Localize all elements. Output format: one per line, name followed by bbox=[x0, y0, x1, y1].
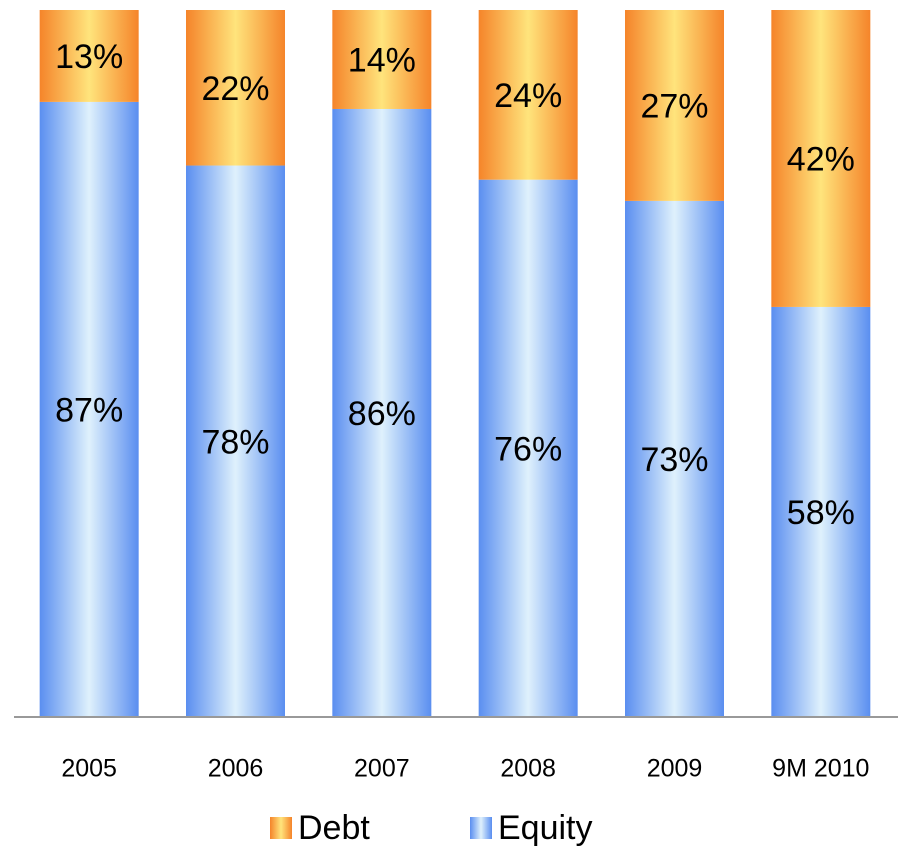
bar-segment bbox=[332, 108, 432, 718]
data-label: 14% bbox=[348, 41, 416, 79]
data-label: 73% bbox=[640, 441, 708, 479]
x-tick-label: 9M 2010 bbox=[772, 755, 869, 783]
x-tick-label: 2008 bbox=[500, 755, 556, 783]
x-tick-label: 2009 bbox=[647, 755, 703, 783]
bar-segment bbox=[625, 200, 724, 717]
data-label: 86% bbox=[348, 395, 416, 433]
data-label: 24% bbox=[494, 77, 562, 115]
legend-swatch bbox=[470, 817, 492, 839]
bar-segment bbox=[625, 10, 724, 201]
legend-label: Debt bbox=[298, 809, 370, 847]
bar-segment bbox=[478, 179, 578, 717]
data-label: 87% bbox=[55, 391, 123, 429]
bar-segment bbox=[332, 10, 432, 109]
bar-segment bbox=[186, 10, 285, 166]
data-label: 76% bbox=[494, 430, 562, 468]
data-label: 78% bbox=[201, 423, 269, 461]
bar-segment bbox=[478, 10, 578, 180]
data-label: 58% bbox=[787, 494, 855, 532]
legend-label: Equity bbox=[498, 809, 593, 847]
bar-segment bbox=[39, 10, 139, 102]
data-label: 27% bbox=[640, 87, 708, 125]
legend-swatch bbox=[270, 817, 292, 839]
bar-segment bbox=[771, 10, 871, 307]
bar-segment bbox=[771, 306, 871, 717]
x-tick-label: 2006 bbox=[208, 755, 264, 783]
data-label: 22% bbox=[201, 70, 269, 108]
bar-segment bbox=[186, 165, 285, 718]
bar-segment bbox=[39, 101, 139, 717]
x-tick-label: 2007 bbox=[354, 755, 410, 783]
data-label: 42% bbox=[787, 140, 855, 178]
x-tick-label: 2005 bbox=[61, 755, 117, 783]
data-label: 13% bbox=[55, 38, 123, 76]
